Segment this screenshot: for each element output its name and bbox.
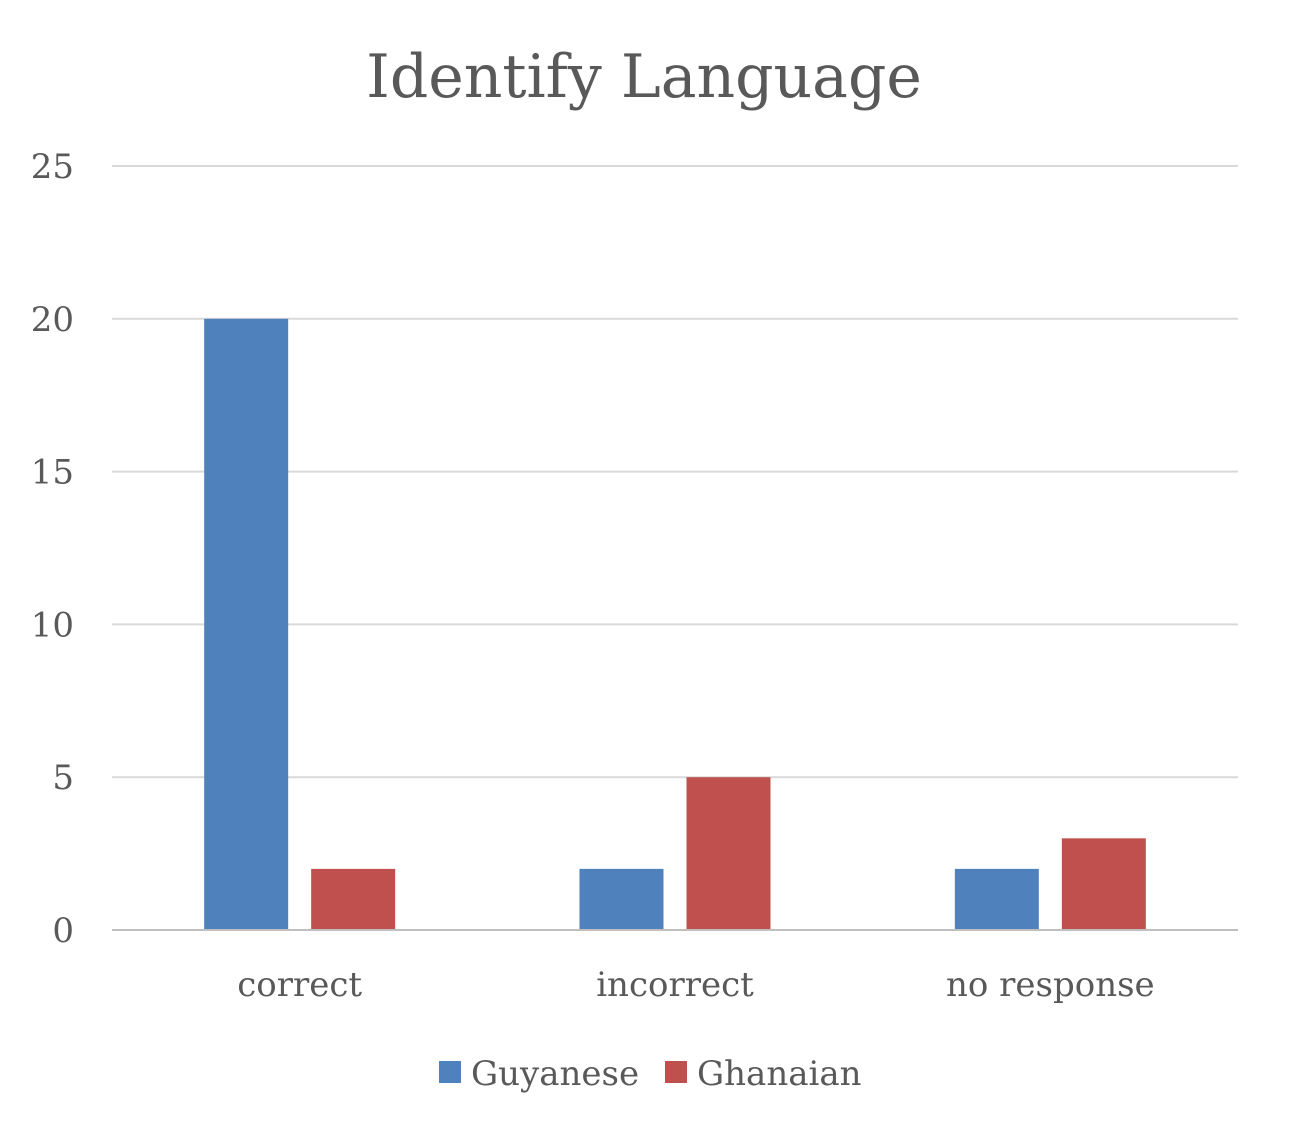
x-category-label: no response	[946, 965, 1155, 1005]
y-axis-ticks: 0 5 10 15 20 25	[31, 147, 74, 951]
x-category-label: incorrect	[596, 965, 754, 1005]
y-tick-label: 20	[31, 300, 74, 340]
legend-swatch-ghanaian	[665, 1061, 687, 1083]
bar-ghanaian-no-response	[1061, 838, 1146, 930]
y-tick-label: 10	[31, 605, 74, 645]
legend-label-ghanaian: Ghanaian	[697, 1054, 862, 1094]
bar-guyanese-correct	[204, 318, 289, 930]
gridlines	[112, 165, 1238, 779]
bar-guyanese-incorrect	[579, 868, 664, 930]
x-category-label: correct	[237, 965, 362, 1005]
y-tick-label: 0	[52, 911, 74, 951]
bar-ghanaian-correct	[311, 868, 396, 930]
chart-title: Identify Language	[366, 42, 922, 112]
legend-label-guyanese: Guyanese	[471, 1054, 639, 1094]
bar-guyanese-no-response	[954, 868, 1039, 930]
y-tick-label: 5	[52, 758, 74, 798]
legend: Guyanese Ghanaian	[439, 1054, 862, 1094]
y-tick-label: 15	[31, 453, 74, 493]
bars	[204, 318, 1146, 930]
legend-swatch-guyanese	[439, 1061, 461, 1083]
y-tick-label: 25	[31, 147, 74, 187]
category-labels: correct incorrect no response	[237, 965, 1154, 1005]
bar-ghanaian-incorrect	[686, 777, 771, 930]
